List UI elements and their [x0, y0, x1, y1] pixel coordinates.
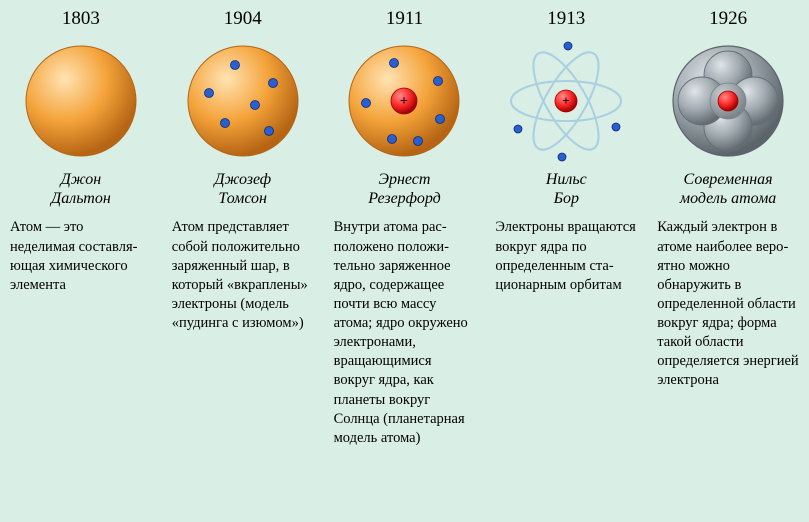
atom-model-illustration: + [339, 36, 469, 166]
author-label: НильсБор [546, 170, 587, 208]
atom-model-illustration [16, 36, 146, 166]
year-label: 1904 [224, 8, 262, 30]
author-label: Современнаямодель атома [680, 170, 776, 208]
model-description: Атом пред­ставляет собой по­ложительно з… [168, 218, 318, 333]
year-label: 1913 [547, 8, 585, 30]
atom-model-illustration [663, 36, 793, 166]
model-description: Каждый элек­трон в атоме наиболее веро­я… [653, 218, 803, 390]
svg-text:+: + [400, 94, 408, 109]
atom-model-illustration [178, 36, 308, 166]
author-label: ЭрнестРезерфорд [368, 170, 440, 208]
model-description: Внутри атома рас­положено положи­тельно … [330, 218, 480, 448]
model-column-3: 1913 + НильсБор Электроны вращаются вокруг… [485, 0, 647, 522]
svg-text:+: + [563, 93, 570, 108]
year-label: 1803 [62, 8, 100, 30]
timeline-container: 1803 ДжонДальтон Атом — это неделимая сос… [0, 0, 809, 522]
year-label: 1911 [386, 8, 423, 30]
author-label: ДжонДальтон [51, 170, 111, 208]
author-label: ДжозефТомсон [214, 170, 271, 208]
model-description: Электроны вращаются вокруг ядра по опред… [491, 218, 641, 295]
model-column-1: 1904 ДжозефТомсон Атом пред­ставляет собо… [162, 0, 324, 522]
model-description: Атом — это неделимая составля­ющая химич… [6, 218, 156, 295]
model-column-4: 1926 Современнаямодель атома Каждый элек­… [647, 0, 809, 522]
model-column-0: 1803 ДжонДальтон Атом — это неделимая сос… [0, 0, 162, 522]
atom-model-illustration: + [501, 36, 631, 166]
year-label: 1926 [709, 8, 747, 30]
model-column-2: 1911 + ЭрнестРезерфорд Внутри атома рас­по… [324, 0, 486, 522]
